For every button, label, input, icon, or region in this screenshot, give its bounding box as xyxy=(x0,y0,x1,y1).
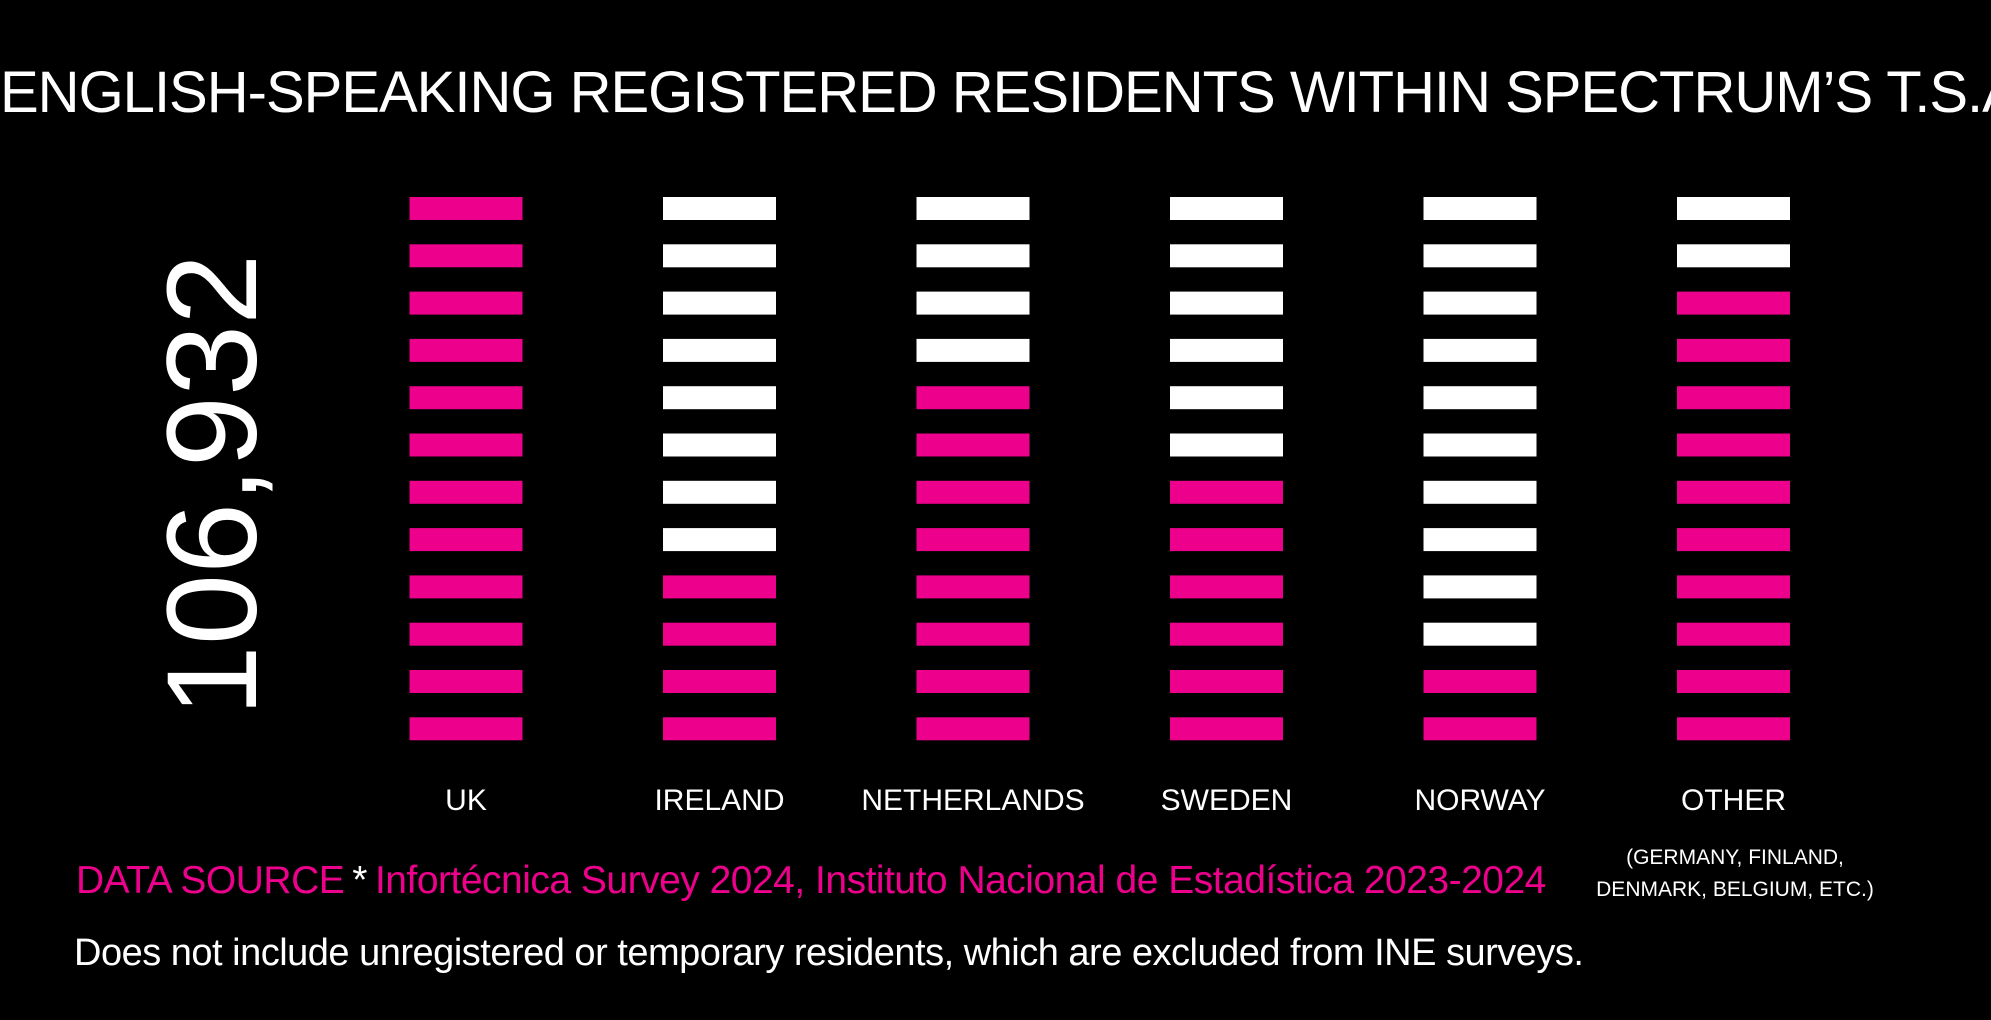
bar-segment-norway-8 xyxy=(1423,528,1537,552)
bar-segment-netherlands-6 xyxy=(916,433,1030,457)
bar-segment-other-2 xyxy=(1677,244,1790,268)
bar-segment-netherlands-12 xyxy=(916,717,1030,741)
bar-segment-norway-2 xyxy=(1423,244,1537,268)
bar-segment-ireland-7 xyxy=(663,480,776,504)
bar-segment-sweden-2 xyxy=(1170,244,1283,268)
bar-segment-netherlands-5 xyxy=(916,386,1030,410)
bar-segment-sweden-12 xyxy=(1170,717,1283,741)
bar-segment-netherlands-8 xyxy=(916,528,1030,552)
category-label-other: OTHER xyxy=(1681,784,1786,817)
bar-segment-uk-9 xyxy=(409,575,523,599)
bar-segment-uk-1 xyxy=(409,197,523,220)
category-label-netherlands: NETHERLANDS xyxy=(861,784,1084,817)
bar-segment-sweden-1 xyxy=(1170,197,1283,220)
bar-segment-norway-11 xyxy=(1423,670,1537,693)
bar-segment-norway-4 xyxy=(1423,338,1537,362)
bar-segment-other-1 xyxy=(1677,197,1790,220)
bar-segment-netherlands-9 xyxy=(916,575,1030,599)
bar-segment-ireland-9 xyxy=(663,575,776,599)
bar-segment-norway-5 xyxy=(1423,386,1537,410)
bar-segment-netherlands-4 xyxy=(916,338,1030,362)
bar-segment-other-3 xyxy=(1677,291,1790,315)
other-note-line-1: (GERMANY, FINLAND, xyxy=(1626,846,1844,869)
bar-segment-other-4 xyxy=(1677,338,1790,362)
category-label-uk: UK xyxy=(445,784,487,817)
bar-segment-sweden-11 xyxy=(1170,670,1283,693)
bar-segment-other-10 xyxy=(1677,622,1790,646)
category-label-sweden: SWEDEN xyxy=(1161,784,1293,817)
bar-segment-sweden-4 xyxy=(1170,338,1283,362)
category-label-ireland: IRELAND xyxy=(654,784,784,817)
bar-segment-uk-3 xyxy=(409,291,523,315)
data-source-separator: * xyxy=(352,859,367,902)
bar-segment-norway-9 xyxy=(1423,575,1537,599)
bar-segment-other-5 xyxy=(1677,386,1790,410)
bar-segment-uk-11 xyxy=(409,670,523,693)
category-label-norway: NORWAY xyxy=(1414,784,1545,817)
bar-segment-netherlands-1 xyxy=(916,197,1030,220)
footnote: Does not include unregistered or tempora… xyxy=(74,932,1584,974)
bar-segment-netherlands-3 xyxy=(916,291,1030,315)
bar-segment-norway-1 xyxy=(1423,197,1537,220)
bar-segment-uk-12 xyxy=(409,717,523,741)
bar-segment-sweden-9 xyxy=(1170,575,1283,599)
bar-segment-netherlands-7 xyxy=(916,480,1030,504)
bar-segment-ireland-6 xyxy=(663,433,776,457)
bar-segment-uk-4 xyxy=(409,338,523,362)
data-source-label: DATA SOURCE xyxy=(76,859,345,902)
bar-segment-sweden-10 xyxy=(1170,622,1283,646)
data-source: DATA SOURCE * Infortécnica Survey 2024, In… xyxy=(76,856,1546,906)
bar-segment-ireland-10 xyxy=(663,622,776,646)
bar-segment-norway-10 xyxy=(1423,622,1537,646)
bar-segment-netherlands-10 xyxy=(916,622,1030,646)
bar-segment-ireland-3 xyxy=(663,291,776,315)
bar-segment-uk-6 xyxy=(409,433,523,457)
bar-segment-uk-7 xyxy=(409,480,523,504)
bar-segment-ireland-2 xyxy=(663,244,776,268)
bar-segment-uk-2 xyxy=(409,244,523,268)
bar-segment-other-9 xyxy=(1677,575,1790,599)
chart-title: ENGLISH-SPEAKING REGISTERED RESIDENTS WI… xyxy=(0,60,1991,125)
bar-segment-ireland-4 xyxy=(663,338,776,362)
bar-segment-uk-10 xyxy=(409,622,523,646)
other-countries-note: (GERMANY, FINLAND, DENMARK, BELGIUM, ETC… xyxy=(1565,842,1905,906)
bar-segment-other-11 xyxy=(1677,670,1790,693)
bar-segment-other-12 xyxy=(1677,717,1790,741)
bar-segment-norway-3 xyxy=(1423,291,1537,315)
bar-segment-sweden-6 xyxy=(1170,433,1283,457)
bar-segment-other-8 xyxy=(1677,528,1790,552)
other-note-line-2: DENMARK, BELGIUM, ETC.) xyxy=(1596,878,1874,901)
bar-segment-uk-8 xyxy=(409,528,523,552)
bar-segment-other-7 xyxy=(1677,480,1790,504)
bar-segment-netherlands-11 xyxy=(916,670,1030,693)
data-source-text: Infortécnica Survey 2024, Instituto Naci… xyxy=(374,859,1546,902)
bar-segment-ireland-12 xyxy=(663,717,776,741)
bar-segment-sweden-5 xyxy=(1170,386,1283,410)
bar-segment-norway-12 xyxy=(1423,717,1537,741)
bar-segment-sweden-3 xyxy=(1170,291,1283,315)
bar-segment-ireland-11 xyxy=(663,670,776,693)
bar-segment-norway-6 xyxy=(1423,433,1537,457)
bar-segment-uk-5 xyxy=(409,386,523,410)
bar-segment-other-6 xyxy=(1677,433,1790,457)
bar-chart: UK IRELAND NETHERLANDS SWEDEN NORWAY OTHER xyxy=(409,197,1790,817)
bar-segment-sweden-7 xyxy=(1170,480,1283,504)
bar-segment-ireland-1 xyxy=(663,197,776,220)
bar-segment-norway-7 xyxy=(1423,480,1537,504)
bar-segment-sweden-8 xyxy=(1170,528,1283,552)
bar-segment-ireland-8 xyxy=(663,528,776,552)
bar-segment-ireland-5 xyxy=(663,386,776,410)
bar-segment-netherlands-2 xyxy=(916,244,1030,268)
